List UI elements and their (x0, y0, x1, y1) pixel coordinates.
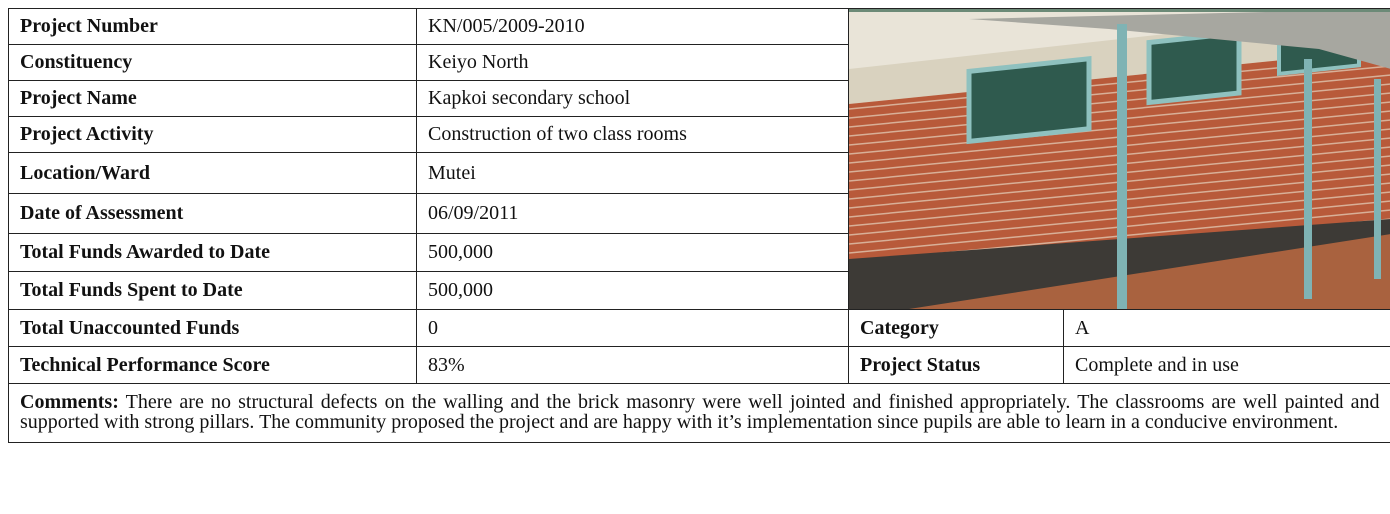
field-label: Project Name (9, 81, 417, 117)
comments-row: Comments: There are no structural defect… (9, 384, 1390, 443)
field-value: 83% (417, 347, 849, 384)
field-value: 06/09/2011 (417, 193, 849, 233)
field-value: 500,000 (417, 271, 849, 309)
field-value: Complete and in use (1064, 347, 1390, 384)
field-value: Mutei (417, 153, 849, 193)
field-label: Location/Ward (9, 153, 417, 193)
field-label: Technical Performance Score (9, 347, 417, 384)
field-value: A (1064, 310, 1390, 347)
comments-text: There are no structural defects on the w… (20, 391, 1380, 433)
field-value: KN/005/2009-2010 (417, 9, 849, 45)
photo-cell (849, 9, 1390, 310)
school-photo (849, 9, 1390, 309)
field-label: Date of Assessment (9, 193, 417, 233)
field-value: Construction of two class rooms (417, 117, 849, 153)
field-label: Total Funds Awarded to Date (9, 233, 417, 271)
page: Project NumberKN/005/2009-2010 Constitue… (0, 0, 1390, 514)
field-label: Project Activity (9, 117, 417, 153)
field-value: 500,000 (417, 233, 849, 271)
field-label: Constituency (9, 45, 417, 81)
field-label: Total Funds Spent to Date (9, 271, 417, 309)
field-label: Project Number (9, 9, 417, 45)
field-label: Total Unaccounted Funds (9, 310, 417, 347)
comments: Comments: There are no structural defect… (9, 384, 1390, 443)
field-value: Keiyo North (417, 45, 849, 81)
field-label: Project Status (849, 347, 1064, 384)
field-label: Category (849, 310, 1064, 347)
field-value: Kapkoi secondary school (417, 81, 849, 117)
comments-label: Comments: (20, 391, 119, 413)
field-value: 0 (417, 310, 849, 347)
